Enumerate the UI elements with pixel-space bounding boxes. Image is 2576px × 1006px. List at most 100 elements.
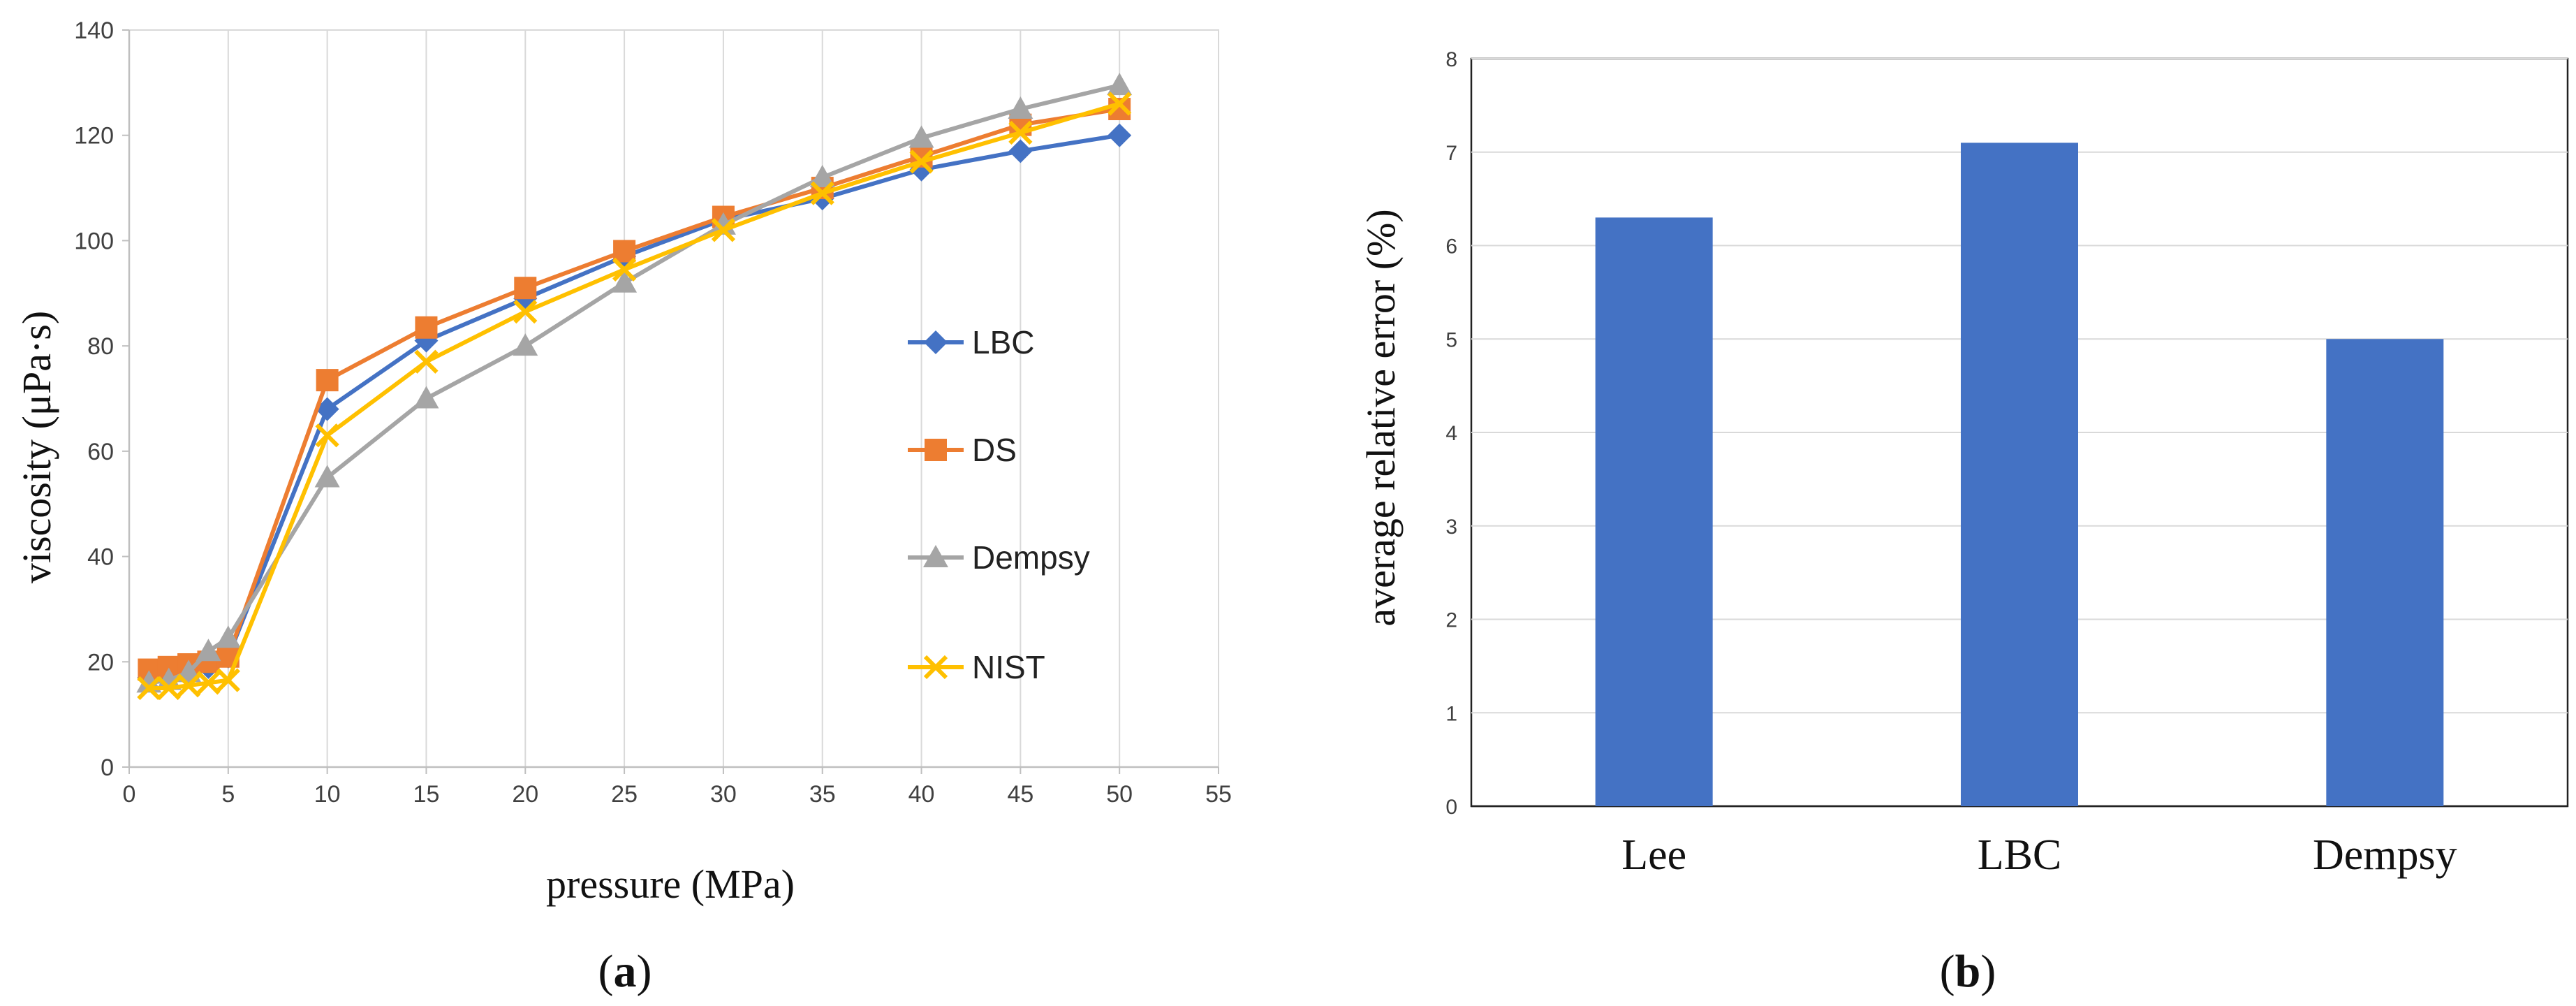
chart-a-y-tick-label-0: 0 — [101, 754, 114, 781]
chart-a-x-axis-title: pressure (MPa) — [546, 861, 795, 907]
chart-b-bars — [1595, 143, 2444, 806]
chart-a-series-dempsy — [136, 73, 1133, 693]
chart-a-y-tick-label-140: 140 — [74, 17, 114, 44]
chart-a-x-tick-label-5: 5 — [221, 781, 235, 808]
chart-a-x-tick-label-10: 10 — [314, 781, 341, 808]
chart-a-point-ds-15 — [415, 316, 438, 339]
chart-a-y-ticks: 0 20 40 60 80 100 120 140 — [74, 17, 129, 781]
chart-b-panel-label: (b) — [1940, 946, 1996, 997]
chart-a-point-dempsy-25 — [612, 270, 638, 293]
chart-a-y-tick-label-80: 80 — [87, 333, 114, 360]
chart-a-point-nist-1 — [137, 676, 161, 701]
chart-a-point-nist-25 — [612, 257, 637, 282]
chart-a-point-dempsy-5 — [215, 625, 241, 648]
chart-a-legend-item-lbc: LBC — [908, 324, 1034, 360]
chart-a-point-nist-20 — [513, 300, 538, 324]
chart-b-y-tick-label-1: 1 — [1445, 702, 1457, 725]
chart-a-series-nist — [137, 92, 1132, 701]
chart-a-axes — [128, 30, 1219, 768]
chart-a-x-tick-label-40: 40 — [908, 781, 935, 808]
chart-a-point-dempsy-20 — [513, 333, 538, 356]
chart-b-category-label-lee: Lee — [1621, 831, 1686, 879]
chart-a-point-lbc-45 — [1008, 139, 1033, 163]
chart-b-bar-lbc — [1961, 143, 2078, 806]
chart-a-point-dempsy-50 — [1107, 73, 1133, 96]
chart-a-point-dempsy-40 — [908, 125, 934, 148]
chart-a-legend-item-nist: NIST — [908, 649, 1045, 685]
chart-a-point-dempsy-10 — [314, 465, 340, 488]
chart-a-legend-label-nist: NIST — [972, 649, 1045, 685]
chart-a-y-tick-label-120: 120 — [74, 123, 114, 150]
chart-b-bar-dempsy — [2326, 339, 2444, 806]
chart-a-point-nist-2 — [156, 676, 181, 701]
chart-a-legend-label-ds: DS — [972, 432, 1017, 468]
chart-b-y-tick-label-7: 7 — [1445, 142, 1457, 165]
chart-a-point-nist-30 — [711, 218, 736, 242]
chart-a-point-nist-50 — [1107, 92, 1132, 116]
chart-a-legend-swatch-marker-ds — [925, 439, 947, 461]
chart-a-y-tick-label-40: 40 — [87, 544, 114, 571]
chart-a-point-dempsy-15 — [413, 386, 439, 409]
chart-b-y-ticks: 0 1 2 3 4 5 6 7 8 — [1445, 48, 1457, 819]
chart-b-category-label-lbc: LBC — [1978, 831, 2062, 879]
chart-a-y-tick-label-100: 100 — [74, 228, 114, 254]
chart-a-point-nist-4 — [196, 671, 221, 695]
chart-a-x-tick-label-20: 20 — [512, 781, 538, 808]
chart-b-y-tick-label-0: 0 — [1445, 796, 1457, 819]
chart-a-line-dempsy — [148, 83, 1120, 685]
chart-a-y-axis-title: viscosity (μPa·s) — [14, 311, 59, 583]
chart-b-category-label-dempsy: Dempsy — [2313, 831, 2457, 879]
chart-a-y-tick-label-20: 20 — [87, 649, 114, 676]
chart-a-series — [136, 73, 1133, 701]
chart-a-legend-label-lbc: LBC — [972, 324, 1034, 360]
chart-b-y-tick-label-6: 6 — [1445, 235, 1457, 258]
chart-a-point-nist-15 — [414, 349, 439, 374]
chart-a-point-ds-25 — [613, 240, 636, 263]
chart-a-x-tick-label-30: 30 — [710, 781, 737, 808]
chart-a-plot-frame — [128, 29, 1219, 768]
chart-b-y-tick-label-2: 2 — [1445, 609, 1457, 632]
chart-a-point-nist-45 — [1008, 120, 1033, 145]
chart-a-point-ds-10 — [316, 369, 339, 392]
chart-a-point-nist-5 — [216, 668, 240, 692]
chart-a-legend-item-dempsy: Dempsy — [908, 539, 1090, 576]
chart-a-viscosity-vs-pressure: 0 5 10 15 20 25 30 35 40 45 50 55 0 20 40 60 80 100 120 14… — [14, 17, 1232, 997]
chart-a-legend-item-ds: DS — [908, 432, 1017, 468]
chart-a-panel-label: (a) — [598, 946, 652, 997]
chart-b-y-tick-label-8: 8 — [1445, 48, 1457, 71]
chart-b-category-labels: Lee LBC Dempsy — [1621, 831, 2457, 879]
chart-a-legend-swatch-marker-dempsy — [923, 545, 948, 567]
chart-a-x-tick-label-55: 55 — [1205, 781, 1232, 808]
chart-a-y-tick-label-60: 60 — [87, 439, 114, 465]
chart-a-grid — [227, 30, 1219, 767]
chart-a-x-tick-label-50: 50 — [1106, 781, 1133, 808]
chart-b-y-tick-label-5: 5 — [1445, 328, 1457, 351]
chart-a-line-ds — [148, 107, 1120, 672]
chart-a-point-nist-35 — [810, 181, 834, 205]
chart-a-point-ds-20 — [514, 277, 537, 300]
chart-a-point-dempsy-35 — [809, 165, 835, 187]
chart-a-point-nist-3 — [176, 673, 201, 698]
chart-a-x-tick-label-35: 35 — [809, 781, 836, 808]
chart-a-line-nist — [149, 101, 1121, 690]
chart-a-x-ticks: 0 5 10 15 20 25 30 35 40 45 50 55 — [123, 767, 1232, 808]
chart-a-legend-label-dempsy: Dempsy — [972, 539, 1090, 576]
chart-a-point-nist-10 — [315, 423, 339, 448]
chart-a-point-lbc-10 — [315, 397, 339, 421]
chart-b-y-tick-label-4: 4 — [1445, 422, 1457, 445]
chart-b-y-tick-label-3: 3 — [1445, 516, 1457, 539]
chart-b-y-axis-title: average relative error (%) — [1358, 209, 1404, 626]
chart-b-average-relative-error: 0 1 2 3 4 5 6 7 8 Lee LBC Dempsy average relative … — [1358, 48, 2569, 997]
chart-a-point-dempsy-4 — [196, 639, 221, 662]
chart-a-legend: LBC DS Dempsy NIST — [908, 324, 1090, 685]
chart-a-x-tick-label-0: 0 — [123, 781, 136, 808]
chart-a-legend-swatch-marker-nist — [923, 655, 948, 680]
chart-a-x-tick-label-15: 15 — [413, 781, 440, 808]
chart-a-point-dempsy-45 — [1008, 96, 1033, 119]
chart-a-series-lbc — [137, 123, 1132, 690]
chart-a-point-lbc-50 — [1107, 123, 1132, 147]
chart-a-x-tick-label-25: 25 — [611, 781, 638, 808]
chart-a-line-lbc — [148, 133, 1120, 680]
chart-a-x-tick-label-45: 45 — [1007, 781, 1033, 808]
